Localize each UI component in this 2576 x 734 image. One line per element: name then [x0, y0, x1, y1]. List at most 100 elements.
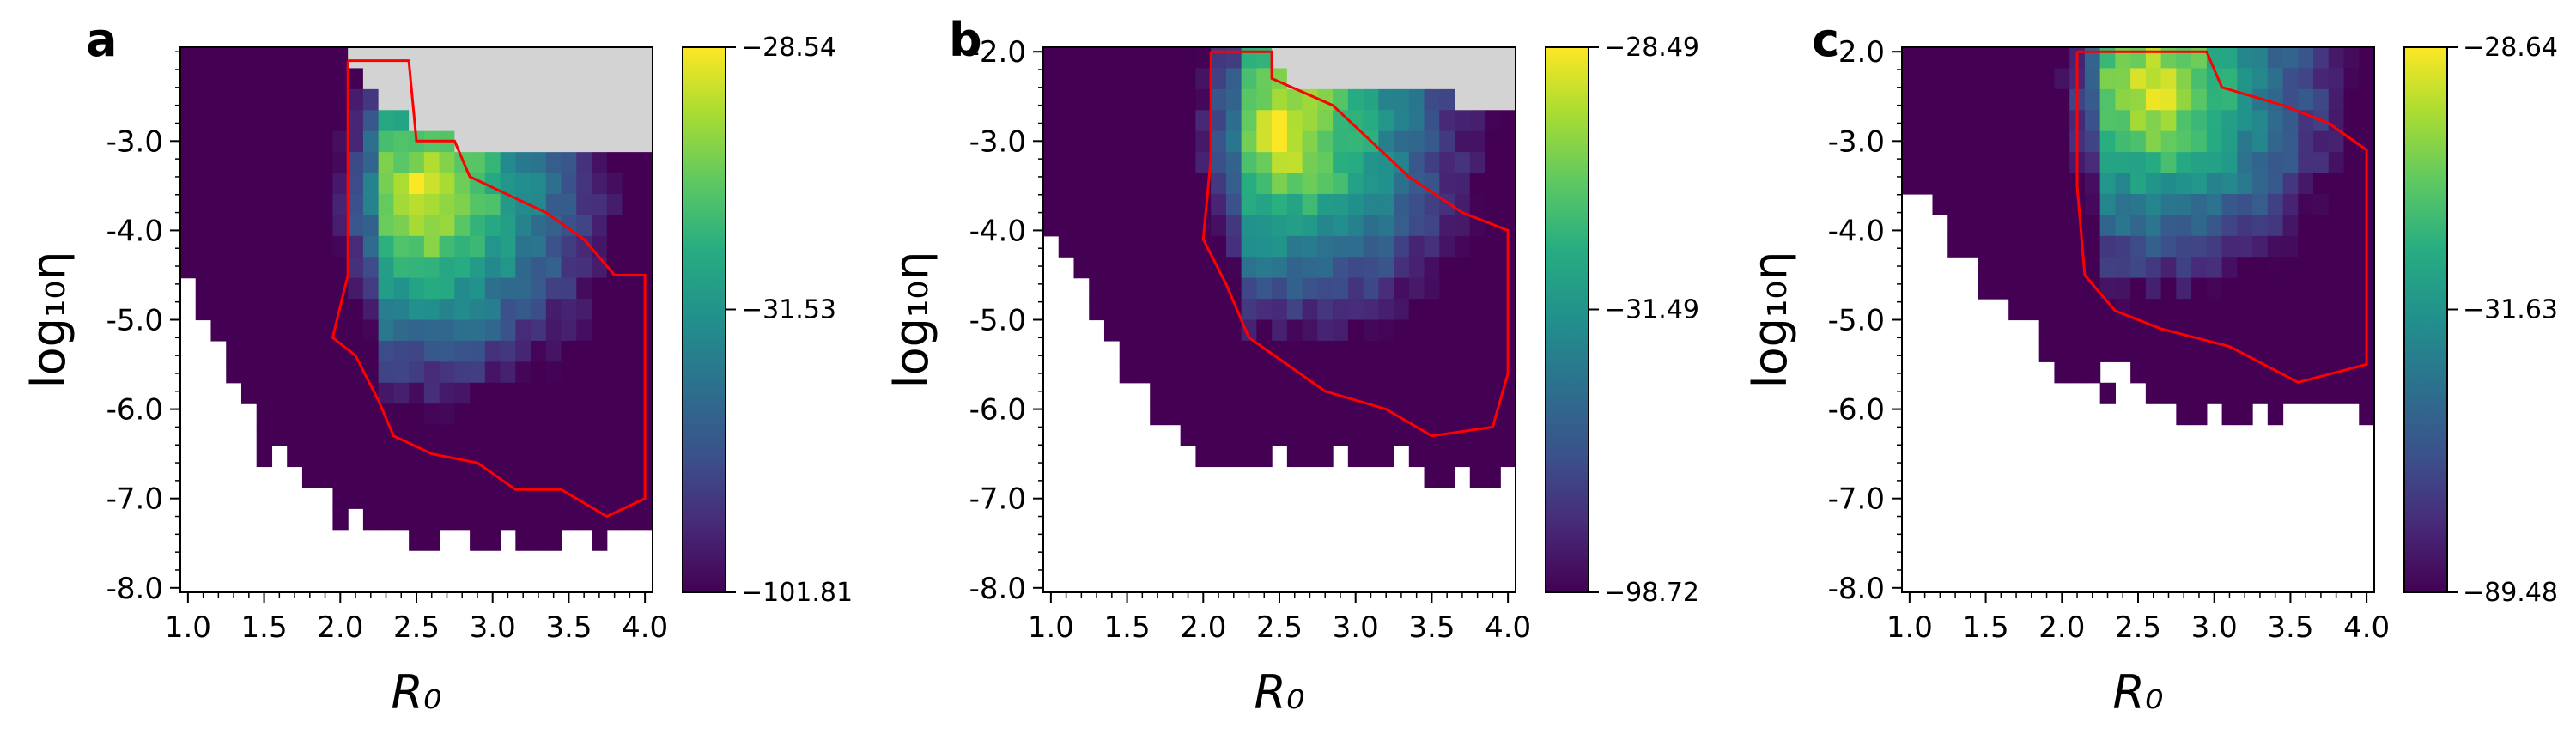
heatmap-cell: [393, 130, 410, 153]
heatmap-cell: [2160, 152, 2177, 174]
heatmap-cell: [2099, 235, 2116, 258]
heatmap-cell: [1394, 299, 1410, 321]
heatmap-cell: [1317, 88, 1334, 111]
heatmap-cell: [592, 152, 608, 174]
heatmap-cell: [1073, 215, 1090, 237]
heatmap-cell: [1272, 130, 1288, 153]
heatmap-cell: [2221, 173, 2238, 195]
heatmap-cell: [2084, 110, 2101, 132]
heatmap-cell: [1195, 319, 1212, 342]
heatmap-cell: [1180, 403, 1197, 426]
x-tick-label: 3.0: [470, 610, 516, 645]
heatmap-cell: [2328, 340, 2345, 362]
heatmap-cell: [1408, 446, 1425, 468]
heatmap-cell: [1211, 340, 1227, 362]
heatmap-cell: [1180, 130, 1197, 153]
heatmap-cell: [622, 508, 638, 531]
heatmap-cell: [210, 299, 227, 321]
heatmap-cell: [409, 340, 425, 362]
heatmap-cell: [1378, 68, 1394, 90]
heatmap-cell: [439, 257, 455, 279]
heatmap-cell: [576, 446, 592, 468]
heatmap-cell: [545, 299, 562, 321]
heatmap-cell: [1455, 68, 1471, 90]
heatmap-cell: [2115, 193, 2131, 215]
heatmap-cell: [622, 299, 638, 321]
heatmap-cell: [409, 361, 425, 384]
heatmap-cell: [210, 110, 227, 132]
heatmap-cell: [484, 257, 501, 279]
heatmap-cell: [1394, 424, 1410, 446]
heatmap-cell: [500, 424, 516, 446]
heatmap-cell: [2298, 152, 2314, 174]
heatmap-cell: [332, 487, 349, 509]
heatmap-cell: [439, 340, 455, 362]
heatmap-cell: [2343, 257, 2360, 279]
heatmap-cell: [423, 215, 440, 237]
heatmap-cell: [1962, 88, 1979, 111]
heatmap-cell: [348, 403, 364, 426]
heatmap-cell: [1347, 319, 1364, 342]
heatmap-cell: [1164, 110, 1182, 132]
heatmap-cell: [1134, 235, 1151, 258]
heatmap-cell: [1394, 257, 1410, 279]
heatmap-cell: [1317, 193, 1334, 215]
heatmap-cell: [454, 88, 471, 111]
heatmap-cell: [378, 361, 394, 384]
heatmap-cell: [2069, 215, 2086, 237]
heatmap-cell: [1485, 446, 1501, 468]
heatmap-cell: [2282, 235, 2299, 258]
heatmap-cell: [240, 215, 258, 237]
x-tick-label: 2.0: [2038, 610, 2085, 645]
heatmap-cell: [2054, 299, 2070, 321]
heatmap-cell: [1378, 47, 1394, 70]
heatmap-cell: [1424, 193, 1440, 215]
heatmap-cell: [1394, 110, 1410, 132]
heatmap-cell: [439, 319, 455, 342]
heatmap-cell: [2298, 88, 2314, 111]
heatmap-cell: [2054, 215, 2070, 237]
heatmap-cell: [393, 319, 410, 342]
heatmap-cell: [1241, 403, 1257, 426]
heatmap-cell: [393, 446, 410, 468]
heatmap-cell: [1241, 424, 1257, 446]
heatmap-cell: [271, 152, 288, 174]
heatmap-cell: [2282, 110, 2299, 132]
heatmap-cell: [2237, 257, 2253, 279]
heatmap-cell: [1333, 152, 1349, 174]
heatmap-cell: [1378, 152, 1394, 174]
heatmap-cell: [1947, 193, 1964, 215]
heatmap-cell: [271, 193, 288, 215]
heatmap-cell: [606, 382, 623, 404]
colorbar-tick-label: −31.53: [741, 295, 836, 325]
heatmap-cell: [2237, 110, 2253, 132]
heatmap-cell: [2252, 110, 2269, 132]
heatmap-cell: [2084, 215, 2101, 237]
heatmap-cell: [606, 424, 623, 446]
heatmap-cell: [1993, 257, 2009, 279]
heatmap-cell: [378, 446, 394, 468]
heatmap-cell: [1978, 130, 1995, 153]
heatmap-cell: [332, 466, 349, 488]
heatmap-cell: [317, 361, 334, 384]
heatmap-cell: [1225, 130, 1242, 153]
heatmap-cell: [226, 235, 242, 258]
heatmap-cell: [256, 403, 273, 426]
heatmap-cell: [287, 403, 303, 426]
heatmap-cell: [592, 88, 608, 111]
heatmap-cell: [2176, 257, 2192, 279]
heatmap-cell: [2267, 299, 2284, 321]
heatmap-cell: [287, 47, 303, 70]
heatmap-cell: [1225, 235, 1242, 258]
heatmap-cell: [2160, 193, 2177, 215]
heatmap-cell: [1058, 173, 1075, 195]
heatmap-cell: [1150, 193, 1166, 215]
heatmap-cell: [409, 235, 425, 258]
heatmap-cell: [2054, 152, 2070, 174]
heatmap-cell: [317, 152, 334, 174]
heatmap-cell: [393, 88, 410, 111]
heatmap-cell: [2145, 215, 2162, 237]
heatmap-cell: [545, 487, 562, 509]
heatmap-cell: [1424, 130, 1440, 153]
heatmap-cell: [439, 277, 455, 300]
